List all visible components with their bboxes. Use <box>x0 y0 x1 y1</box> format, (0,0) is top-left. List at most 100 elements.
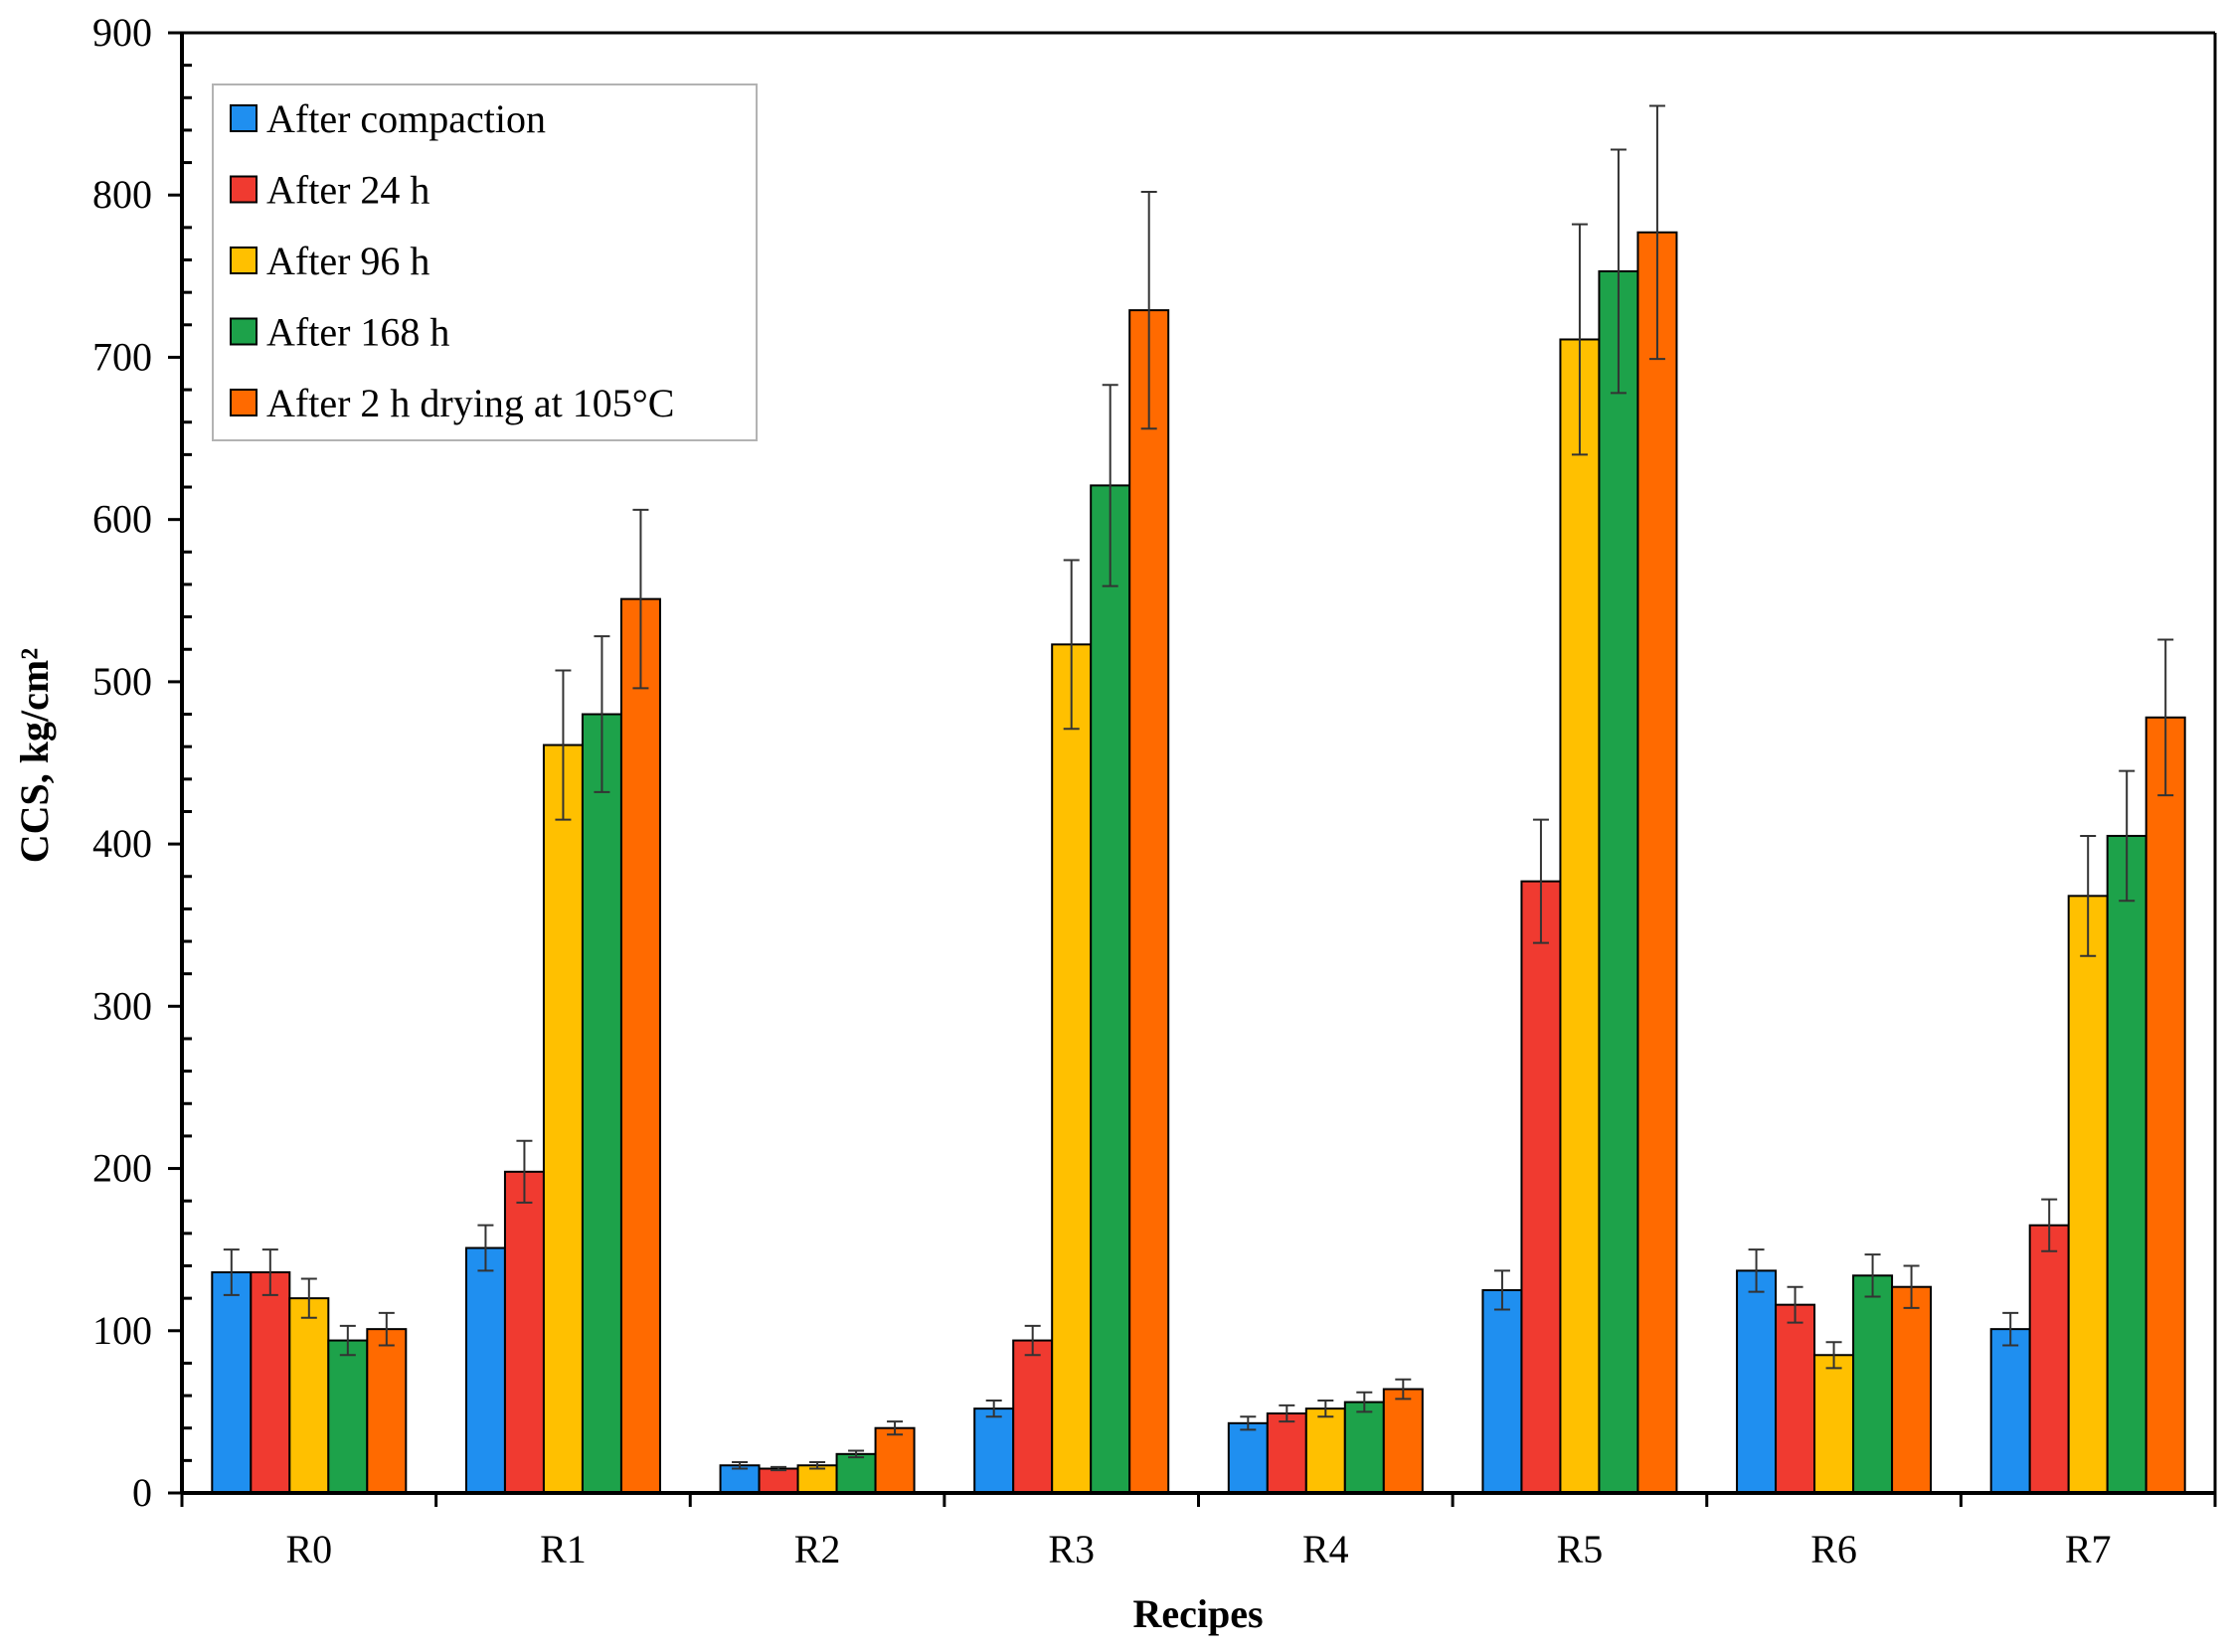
error-bar-r7-series-2 <box>2041 1198 2058 1252</box>
error-bar-r0-series-4 <box>339 1324 356 1357</box>
error-bar-r2-series-2 <box>771 1465 787 1472</box>
error-bar-r5-series-5 <box>1648 104 1665 361</box>
error-bar-r5-series-2 <box>1532 818 1549 944</box>
error-bar-r5-series-4 <box>1610 148 1627 395</box>
bar-r7-series-2 <box>2028 1224 2070 1495</box>
legend-box <box>212 83 758 441</box>
y-tick-label-300: 300 <box>92 983 152 1028</box>
bars-layer <box>211 231 2186 1495</box>
error-bar-r4-series-3 <box>1317 1399 1334 1418</box>
error-bars-layer <box>223 104 2174 1472</box>
legend-label-2: After 24 h <box>266 168 429 213</box>
bar-r4-series-5 <box>1382 1388 1424 1494</box>
bar-r7-series-4 <box>2106 834 2147 1494</box>
bar-r0-series-3 <box>288 1297 330 1494</box>
error-bar-r0-series-2 <box>261 1248 278 1296</box>
y-axis-title: CCS, kg/cm² <box>12 648 57 863</box>
legend-swatch-4 <box>230 317 257 346</box>
error-bar-r2-series-4 <box>848 1449 865 1459</box>
error-bar-r2-series-3 <box>809 1460 826 1470</box>
legend-label-3: After 96 h <box>266 239 429 283</box>
y-tick-label-800: 800 <box>92 172 152 217</box>
error-bar-r1-series-1 <box>477 1224 494 1272</box>
bar-r7-series-5 <box>2144 716 2186 1494</box>
y-tick-label-900: 900 <box>92 10 152 55</box>
ticks-layer: R0 R1 R2 R3 R4 R5 R6 R7 0 100 200 300 400 500 600 700 80… <box>92 10 2112 1571</box>
x-tick-label-r4: R4 <box>1302 1527 1349 1571</box>
error-bar-r7-series-1 <box>2002 1311 2019 1347</box>
bar-r7-series-3 <box>2067 895 2109 1494</box>
bar-r6-series-2 <box>1775 1303 1816 1495</box>
x-tick-label-r2: R2 <box>794 1527 841 1571</box>
bar-r4-series-4 <box>1343 1401 1385 1495</box>
bar-r2-series-5 <box>874 1426 916 1494</box>
legend-swatch-3 <box>230 247 257 274</box>
legend-swatch-2 <box>230 175 257 204</box>
legend: After compaction After 24 h After 96 h Afte… <box>212 83 758 441</box>
bar-r5-series-5 <box>1636 231 1678 1495</box>
y-tick-label-600: 600 <box>92 497 152 542</box>
y-tick-label-100: 100 <box>92 1308 152 1353</box>
bar-r3-series-5 <box>1128 309 1170 1494</box>
legend-swatch-1 <box>230 104 257 132</box>
x-tick-label-r5: R5 <box>1557 1527 1604 1571</box>
error-bar-r0-series-1 <box>223 1248 240 1296</box>
x-tick-label-r7: R7 <box>2065 1527 2112 1571</box>
x-tick-label-r1: R1 <box>540 1527 587 1571</box>
error-bar-r7-series-3 <box>2080 834 2097 957</box>
bar-r0-series-5 <box>366 1328 408 1494</box>
error-bar-r0-series-5 <box>378 1311 395 1347</box>
error-bar-r1-series-2 <box>516 1139 533 1204</box>
bar-r1-series-5 <box>619 597 661 1494</box>
bar-r3-series-3 <box>1051 643 1093 1494</box>
bar-r1-series-2 <box>503 1170 545 1494</box>
error-bar-r6-series-1 <box>1748 1248 1765 1293</box>
bar-r3-series-4 <box>1090 484 1131 1494</box>
y-tick-label-200: 200 <box>92 1146 152 1191</box>
y-tick-label-700: 700 <box>92 334 152 379</box>
error-bar-r4-series-4 <box>1356 1391 1373 1413</box>
bar-r1-series-1 <box>464 1246 506 1494</box>
legend-label-1: After compaction <box>266 96 546 141</box>
error-bar-r4-series-5 <box>1395 1378 1412 1401</box>
error-bar-r2-series-1 <box>732 1460 749 1470</box>
bar-r6-series-3 <box>1813 1354 1855 1494</box>
y-tick-label-500: 500 <box>92 659 152 704</box>
error-bar-r5-series-1 <box>1493 1269 1510 1311</box>
bar-r6-series-5 <box>1891 1285 1933 1494</box>
legend-label-5: After 2 h drying at 105°C <box>266 381 674 425</box>
error-bar-r1-series-5 <box>632 508 649 690</box>
x-tick-label-r3: R3 <box>1048 1527 1095 1571</box>
error-bar-r7-series-5 <box>2157 638 2174 797</box>
bar-r5-series-1 <box>1481 1288 1523 1494</box>
error-bar-r6-series-2 <box>1787 1285 1803 1324</box>
legend-swatch-5 <box>230 389 257 416</box>
bar-r0-series-1 <box>211 1271 253 1495</box>
error-bar-r4-series-1 <box>1240 1415 1257 1431</box>
bar-r3-series-1 <box>973 1407 1015 1494</box>
x-axis-title: Recipes <box>1132 1591 1263 1636</box>
bar-r4-series-3 <box>1304 1407 1346 1494</box>
bar-r7-series-1 <box>1989 1328 2031 1494</box>
error-bar-r6-series-5 <box>1903 1264 1920 1309</box>
bar-r5-series-3 <box>1559 338 1601 1494</box>
bar-r5-series-2 <box>1520 880 1562 1494</box>
x-tick-label-r6: R6 <box>1810 1527 1857 1571</box>
bar-r1-series-3 <box>542 743 584 1494</box>
axes-layer <box>168 31 2217 1507</box>
x-tick-label-r0: R0 <box>285 1527 332 1571</box>
bar-r4-series-1 <box>1227 1421 1269 1495</box>
error-bar-r4-series-2 <box>1279 1404 1295 1423</box>
error-bar-r6-series-4 <box>1864 1253 1881 1298</box>
error-bar-r5-series-3 <box>1571 223 1588 456</box>
bar-r0-series-2 <box>250 1271 291 1495</box>
error-bar-r0-series-3 <box>300 1277 317 1319</box>
error-bar-r6-series-3 <box>1825 1341 1842 1370</box>
legend-label-4: After 168 h <box>266 310 449 355</box>
y-tick-label-400: 400 <box>92 821 152 866</box>
bar-r6-series-4 <box>1852 1274 1894 1494</box>
bar-r5-series-4 <box>1598 269 1639 1495</box>
error-bar-r3-series-1 <box>985 1399 1002 1418</box>
y-tick-label-0: 0 <box>132 1470 152 1515</box>
